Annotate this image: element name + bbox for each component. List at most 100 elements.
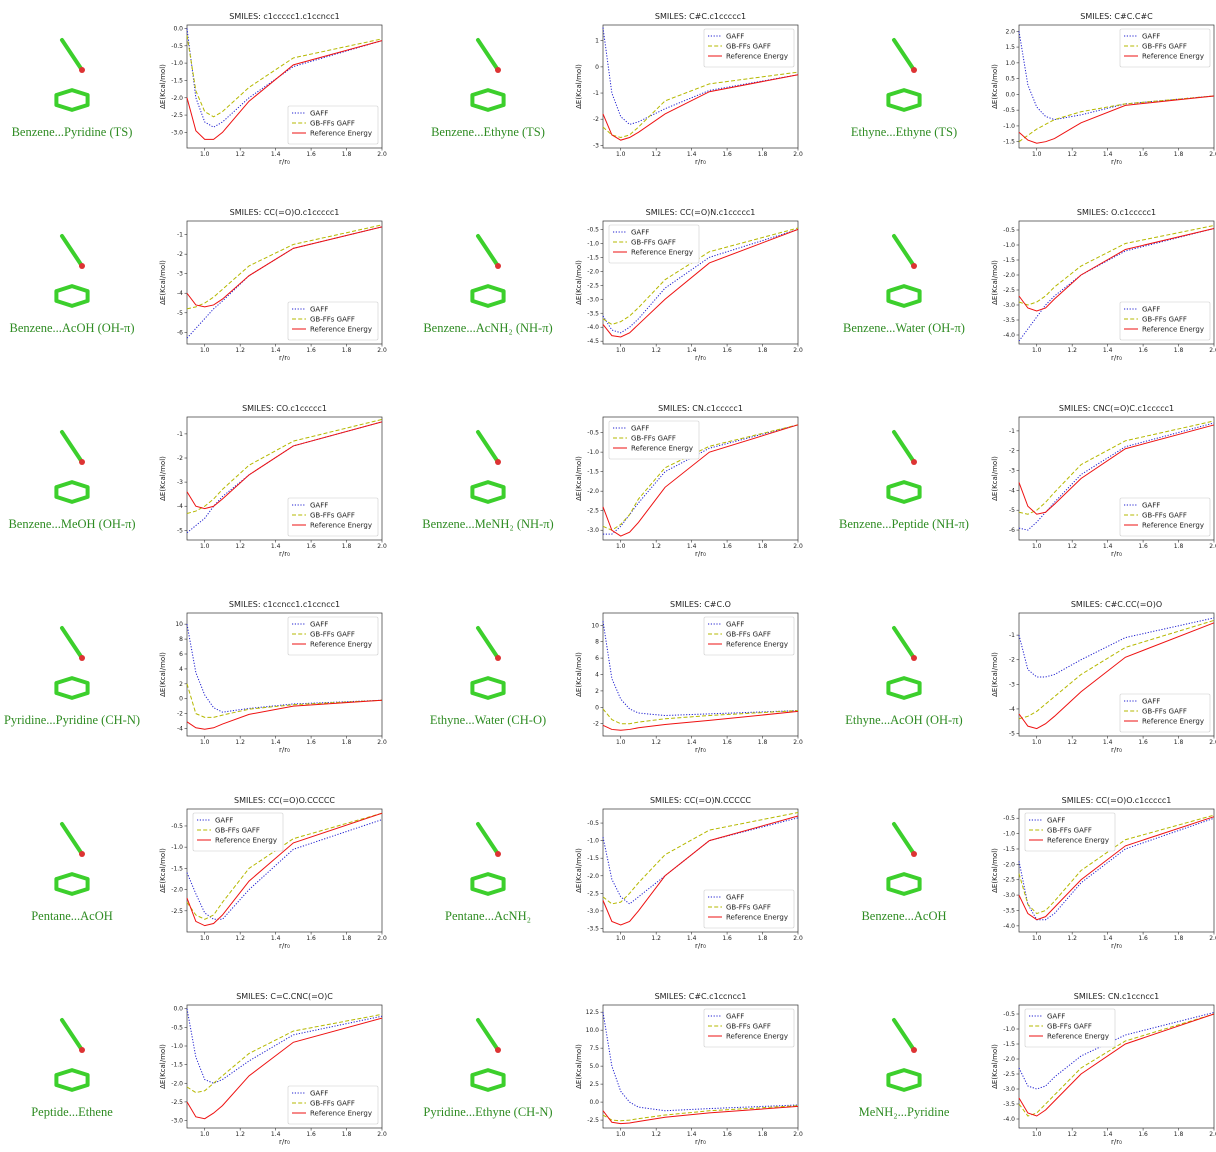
y-tick-label: -3.5 [1003,317,1015,324]
x-tick-label: 1.6 [1138,739,1148,746]
molecule-caption: Benzene...AcOH (OH-π) [9,321,134,335]
ring [888,678,919,698]
y-tick-label: -3 [593,142,599,149]
y-tick-label: -2 [177,455,183,462]
x-tick-label: 1.0 [1032,935,1042,942]
ring [472,874,503,894]
y-tick-label: 8 [595,639,599,646]
x-tick-label: 1.8 [758,543,768,550]
y-tick-label: -3 [177,271,183,278]
legend-label: GB-FFs GAFF [310,631,355,639]
atom [495,459,501,465]
x-tick-label: 1.4 [1103,543,1113,550]
atom [911,655,917,661]
legend-label: GAFF [726,1013,744,1021]
chart-title: SMILES: CC(=O)O.CCCCC [234,796,335,805]
y-tick-label: 10 [591,622,599,629]
legend-label: GB-FFs GAFF [1047,827,1092,835]
atom [79,851,85,857]
atom [495,655,501,661]
x-tick-label: 1.4 [271,1131,281,1138]
legend-label: Reference Energy [1142,522,1204,530]
legend-label: GB-FFs GAFF [310,120,355,128]
x-tick-label: 1.2 [235,739,245,746]
y-axis-label: ΔE(Kcal/mol) [575,64,583,109]
x-tick-label: 1.6 [1138,151,1148,158]
x-axis-label: r/r₀ [695,746,706,754]
atom [495,67,501,73]
x-tick-label: 2.0 [1209,935,1216,942]
legend-label: Reference Energy [726,914,788,922]
x-tick-label: 1.8 [342,347,352,354]
y-tick-label: -1.5 [587,469,599,476]
x-tick-label: 1.4 [1103,935,1113,942]
y-axis-label: ΔE(Kcal/mol) [991,848,999,893]
x-tick-label: 1.8 [342,543,352,550]
y-tick-label: -4.0 [1003,1116,1015,1123]
atom [911,459,917,465]
legend-label: GB-FFs GAFF [1142,316,1187,324]
bond [894,40,914,70]
y-tick-label: 1.5 [1005,44,1015,51]
y-tick-label: -2 [1009,657,1015,664]
x-tick-label: 1.6 [306,151,316,158]
y-tick-label: -0.5 [587,226,599,233]
x-tick-label: 2.0 [793,347,803,354]
y-tick-label: -1.5 [1003,846,1015,853]
y-tick-label: -2 [1009,448,1015,455]
legend-label: GAFF [310,502,328,510]
legend-label: Reference Energy [310,1110,372,1118]
y-tick-label: -1.0 [1003,1026,1015,1033]
y-tick-label: -3.5 [1003,907,1015,914]
molecule-caption: Pyridine...Ethyne (CH-N) [423,1105,552,1119]
chart-title: SMILES: CNC(=O)C.c1ccccc1 [1059,404,1174,413]
y-axis-label: ΔE(Kcal/mol) [159,1044,167,1089]
legend: GAFFGB-FFs GAFFReference Energy [704,1009,794,1047]
legend: GAFFGB-FFs GAFFReference Energy [704,29,794,67]
legend-label: GB-FFs GAFF [1142,512,1187,520]
legend-label: Reference Energy [631,445,693,453]
ring [56,1070,87,1090]
x-tick-label: 1.2 [1067,1131,1077,1138]
y-tick-label: -4.0 [1003,332,1015,339]
x-tick-label: 1.4 [271,543,281,550]
legend-label: Reference Energy [726,53,788,61]
x-tick-label: 1.0 [200,739,210,746]
atom [79,655,85,661]
legend-label: GB-FFs GAFF [310,316,355,324]
y-tick-label: -6 [177,329,183,336]
x-tick-label: 1.2 [1067,347,1077,354]
y-axis-label: ΔE(Kcal/mol) [159,456,167,501]
y-tick-label: -6 [1009,527,1015,534]
y-axis-label: ΔE(Kcal/mol) [159,652,167,697]
x-tick-label: 1.8 [758,151,768,158]
y-tick-label: -3.0 [587,527,599,534]
legend-label: Reference Energy [1047,837,1109,845]
y-tick-label: -4.5 [587,338,599,345]
bond [478,432,498,462]
chart-title: SMILES: CN.c1ccccc1 [658,404,743,413]
y-tick-label: -2.0 [587,873,599,880]
x-tick-label: 1.4 [1103,347,1113,354]
x-tick-label: 2.0 [793,935,803,942]
x-tick-label: 1.4 [271,347,281,354]
y-tick-label: 0.0 [173,25,183,32]
y-tick-label: 4 [595,672,599,679]
x-tick-label: 1.2 [1067,151,1077,158]
x-axis-label: r/r₀ [279,942,290,950]
y-axis-label: ΔE(Kcal/mol) [159,64,167,109]
y-axis-label: ΔE(Kcal/mol) [575,1044,583,1089]
molecule-caption: Benzene...Peptide (NH-π) [839,517,969,531]
legend: GAFFGB-FFs GAFFReference Energy [609,225,699,263]
x-axis-label: r/r₀ [279,746,290,754]
legend: GAFFGB-FFs GAFFReference Energy [288,498,378,536]
x-tick-label: 2.0 [377,151,387,158]
x-tick-label: 1.6 [306,935,316,942]
molecule-caption: Ethyne...Water (CH-O) [430,713,546,727]
y-tick-label: -2.5 [587,1117,599,1124]
x-tick-label: 1.8 [758,935,768,942]
x-tick-label: 1.2 [651,935,661,942]
y-tick-label: 10.0 [586,1027,600,1034]
legend-label: Reference Energy [310,130,372,138]
